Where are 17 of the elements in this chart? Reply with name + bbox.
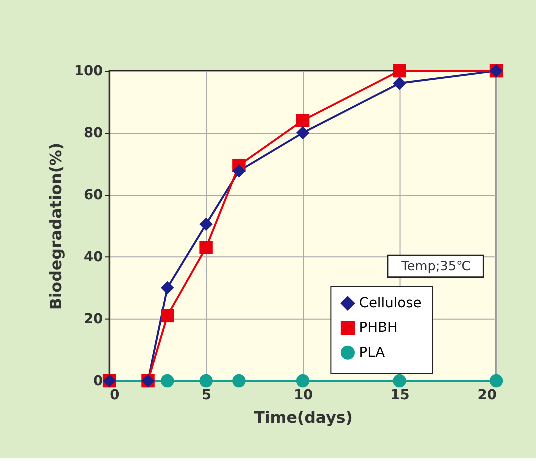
x-tick-label: 15	[390, 387, 410, 404]
y-tick-label: 60	[84, 187, 104, 204]
legend-label: PLA	[359, 344, 386, 361]
y-axis-title: Biodegradation(%)	[46, 142, 66, 310]
x-axis-title: Time(days)	[254, 408, 353, 427]
y-tick-label: 20	[84, 311, 104, 328]
x-tick-label: 10	[294, 387, 314, 404]
y-tick-label: 80	[84, 125, 104, 142]
legend-label: PHBH	[359, 320, 398, 336]
x-tick-label: 5	[202, 387, 212, 404]
x-tick-label: 0	[110, 387, 120, 404]
y-tick-label: 100	[74, 64, 104, 80]
x-tick-label: 20	[478, 387, 498, 404]
y-tick-label: 0	[94, 373, 104, 390]
annotation: Temp;35℃	[400, 259, 471, 274]
y-tick-label: 40	[84, 249, 104, 266]
legend-label: Cellulose	[359, 295, 422, 312]
